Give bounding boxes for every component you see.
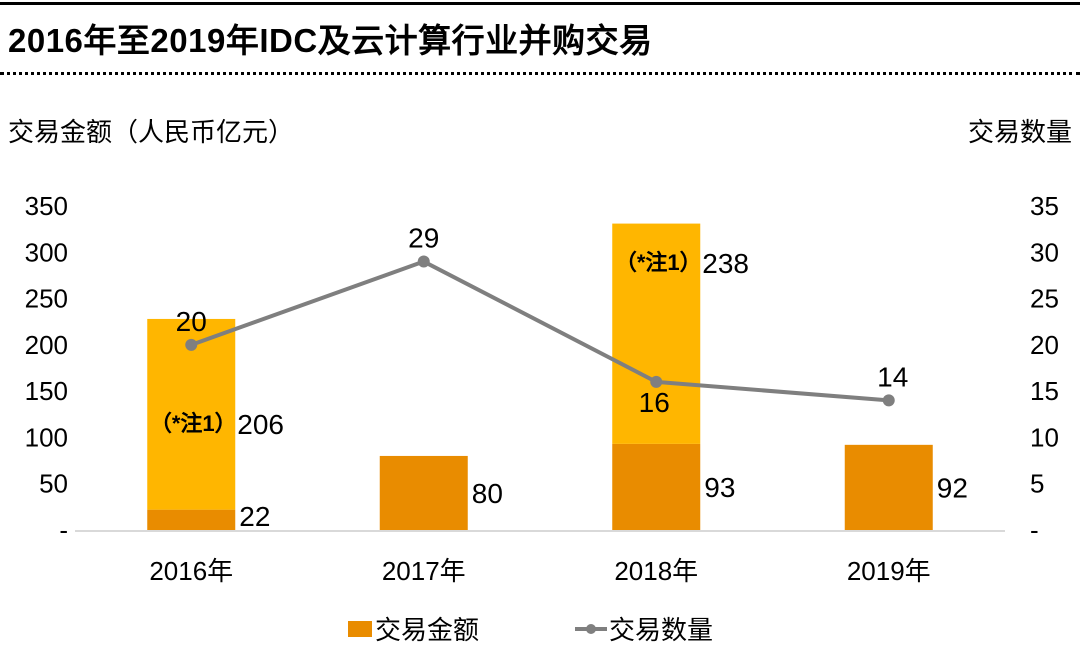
y-tick-right: 25 xyxy=(1030,284,1059,314)
bar-value-label: 93 xyxy=(704,472,735,503)
legend-swatch-bar xyxy=(348,620,372,637)
bar-value-label: 22 xyxy=(239,501,270,532)
line-value-label: 20 xyxy=(176,306,207,337)
bar-base xyxy=(379,455,468,530)
x-tick-label: 2016年 xyxy=(149,556,233,586)
y-tick-right: 10 xyxy=(1030,422,1059,452)
y-tick-left: 350 xyxy=(25,191,68,221)
bar-note xyxy=(612,223,701,444)
line-value-label: 14 xyxy=(877,361,908,392)
legend-line-marker-icon xyxy=(575,623,607,634)
top-border xyxy=(0,2,1080,5)
legend-item-amount: 交易金额 xyxy=(348,610,479,647)
bar-value-label: 80 xyxy=(472,478,503,509)
y-axis-left-label: 交易金额（人民币亿元） xyxy=(8,117,295,147)
y-tick-left: 150 xyxy=(25,376,68,406)
title-divider xyxy=(0,72,1080,75)
line-point xyxy=(185,338,198,351)
y-tick-left: 100 xyxy=(25,422,68,452)
bar-base xyxy=(147,509,236,530)
y-tick-right: - xyxy=(1030,515,1039,545)
line-series-count xyxy=(190,259,889,403)
y-tick-left: 200 xyxy=(25,330,68,360)
bar-base xyxy=(844,444,933,530)
legend-label-amount: 交易金额 xyxy=(375,615,480,645)
bar-base xyxy=(612,443,701,530)
y-tick-left: 250 xyxy=(25,284,68,314)
y-tick-right: 35 xyxy=(1030,191,1059,221)
legend: 交易金额 交易数量 xyxy=(0,610,1080,650)
line-point xyxy=(650,375,663,388)
y-tick-left: 50 xyxy=(39,469,68,499)
bar-note-annotation: （*注1） xyxy=(615,250,702,275)
y-axis-right-label: 交易数量 xyxy=(967,117,1072,147)
y-tick-right: 15 xyxy=(1030,376,1059,406)
legend-item-count: 交易数量 xyxy=(575,610,713,647)
line-point xyxy=(882,394,895,407)
line-point xyxy=(417,255,430,268)
y-tick-right: 5 xyxy=(1030,469,1044,499)
chart-title: 2016年至2019年IDC及云计算行业并购交易 xyxy=(8,22,653,59)
y-tick-left: - xyxy=(59,515,68,545)
x-tick-label: 2019年 xyxy=(847,556,931,586)
bar-note-value-label: 206 xyxy=(237,409,284,440)
bar-value-label: 92 xyxy=(937,472,968,503)
line-value-label: 16 xyxy=(639,387,670,418)
x-tick-label: 2018年 xyxy=(614,556,698,586)
y-tick-right: 30 xyxy=(1030,237,1059,267)
bar-note-annotation: （*注1） xyxy=(150,411,237,436)
x-tick-label: 2017年 xyxy=(382,556,466,586)
y-tick-right: 20 xyxy=(1030,330,1059,360)
bar-note-value-label: 238 xyxy=(702,248,749,279)
line-value-label: 29 xyxy=(408,223,439,254)
legend-label-count: 交易数量 xyxy=(609,615,714,645)
y-tick-left: 300 xyxy=(25,237,68,267)
